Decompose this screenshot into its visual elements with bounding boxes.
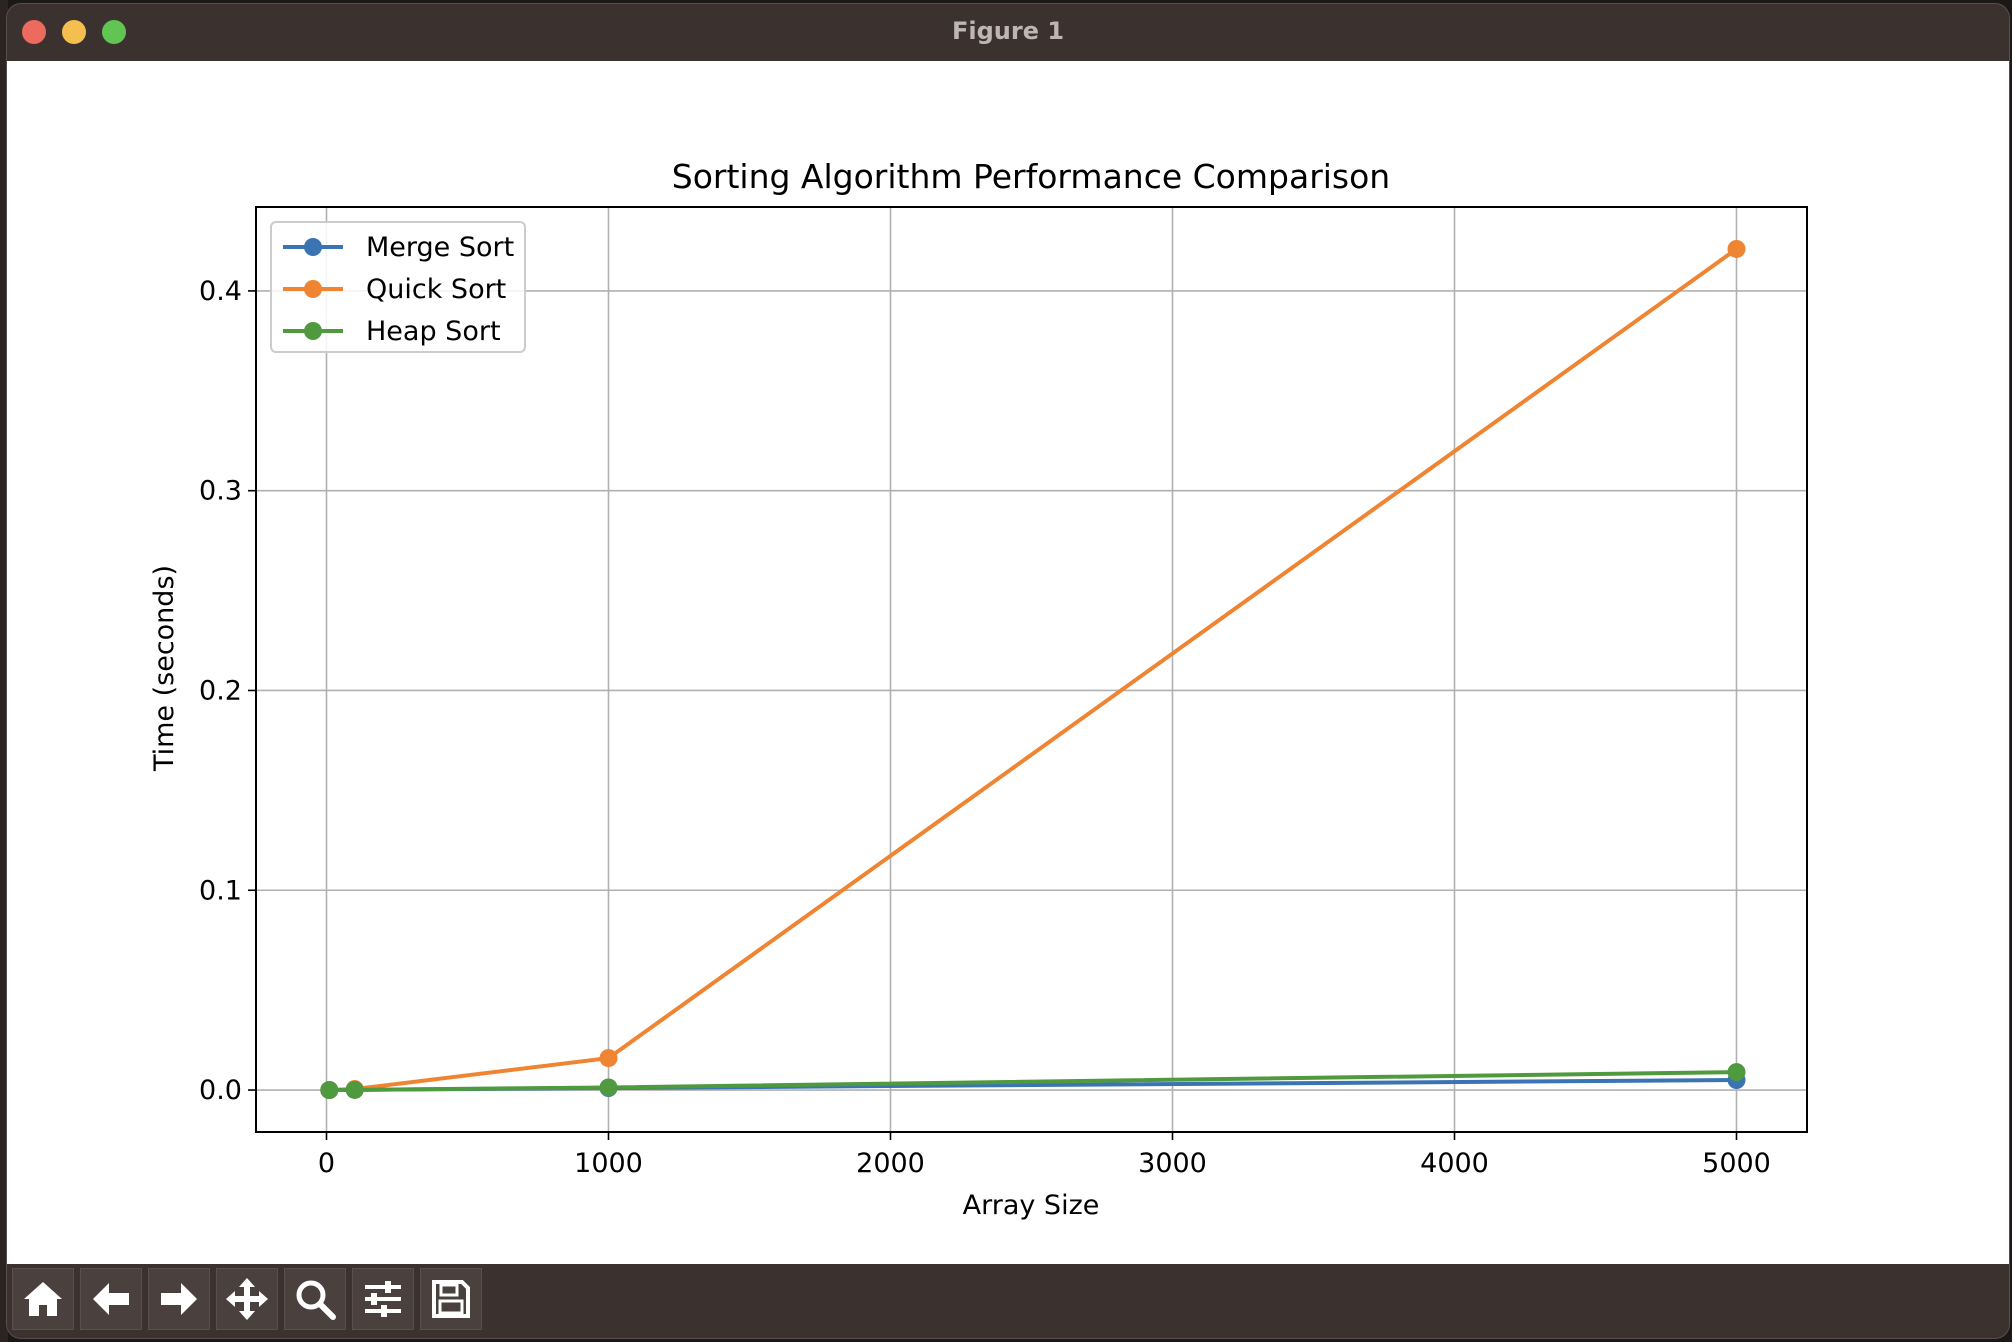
y-tick-label: 0.3 — [199, 476, 242, 507]
legend-box — [270, 221, 526, 353]
x-axis-label: Array Size — [963, 1190, 1100, 1221]
y-axis-label: Time (seconds) — [149, 565, 180, 772]
y-tick-label: 0.2 — [199, 675, 242, 706]
x-tick-label: 2000 — [856, 1148, 925, 1179]
legend-swatch-marker — [304, 238, 322, 256]
series-layer — [320, 239, 1746, 1100]
arrow-right-icon — [161, 1283, 197, 1315]
x-tick-label: 4000 — [1420, 1148, 1489, 1179]
data-point — [599, 1078, 618, 1097]
series-heap-sort — [320, 1063, 1746, 1100]
configure-subplots-button[interactable] — [352, 1268, 414, 1330]
navigation-toolbar — [7, 1264, 2009, 1338]
legend: Merge Sort Quick Sort Heap Sort — [270, 221, 526, 353]
data-point — [345, 1080, 364, 1099]
pan-button[interactable] — [216, 1268, 278, 1330]
maximize-window-button[interactable] — [102, 20, 126, 44]
x-tick-label: 3000 — [1138, 1148, 1207, 1179]
save-button[interactable] — [420, 1268, 482, 1330]
sliders-icon — [365, 1281, 401, 1317]
series-line — [329, 247, 1738, 1093]
data-point — [1727, 239, 1746, 258]
close-window-button[interactable] — [22, 20, 46, 44]
y-tick-label: 0.4 — [199, 276, 242, 307]
background-window-edge — [0, 0, 8, 1342]
zoom-button[interactable] — [284, 1268, 346, 1330]
legend-swatch-marker — [304, 322, 322, 340]
search-icon — [296, 1280, 336, 1320]
x-tick-label: 5000 — [1702, 1148, 1771, 1179]
data-point — [599, 1049, 618, 1068]
minimize-window-button[interactable] — [62, 20, 86, 44]
y-tick-label: 0.1 — [199, 875, 242, 906]
axis-ticks: 0 1000 2000 3000 4000 5000 0.0 0.1 0.2 0.3 0.4 — [199, 276, 1771, 1179]
legend-label: Heap Sort — [366, 316, 501, 347]
data-point — [1727, 1063, 1746, 1082]
chart: 0 1000 2000 3000 4000 5000 0.0 0.1 0.2 0.3 0.4 Sor… — [149, 157, 1808, 1221]
chart-title: Sorting Algorithm Performance Comparison — [672, 157, 1390, 196]
forward-button[interactable] — [148, 1268, 210, 1330]
figure-window: Figure 1 0 1000 2000 3000 4000 5000 0.0 0.1 0.2 0… — [7, 4, 2009, 1338]
series-line — [329, 1070, 1737, 1093]
legend-label: Quick Sort — [366, 274, 506, 305]
move-icon — [226, 1278, 268, 1320]
x-tick-label: 0 — [318, 1148, 335, 1179]
figure-canvas[interactable]: 0 1000 2000 3000 4000 5000 0.0 0.1 0.2 0.3 0.4 Sor… — [7, 61, 2009, 1264]
legend-swatch-marker — [304, 280, 322, 298]
home-button[interactable] — [12, 1268, 74, 1330]
legend-label: Merge Sort — [366, 232, 514, 263]
window-title: Figure 1 — [951, 17, 1065, 45]
series-quick-sort — [320, 239, 1746, 1100]
grid-lines — [256, 207, 1807, 1132]
save-icon — [432, 1280, 470, 1318]
back-button[interactable] — [80, 1268, 142, 1330]
x-tick-label: 1000 — [574, 1148, 643, 1179]
y-tick-label: 0.0 — [199, 1075, 242, 1106]
data-point — [320, 1081, 339, 1100]
title-bar[interactable]: Figure 1 — [7, 4, 2009, 60]
home-icon — [24, 1282, 62, 1316]
axes-frame — [255, 206, 1808, 1133]
arrow-left-icon — [93, 1283, 129, 1315]
